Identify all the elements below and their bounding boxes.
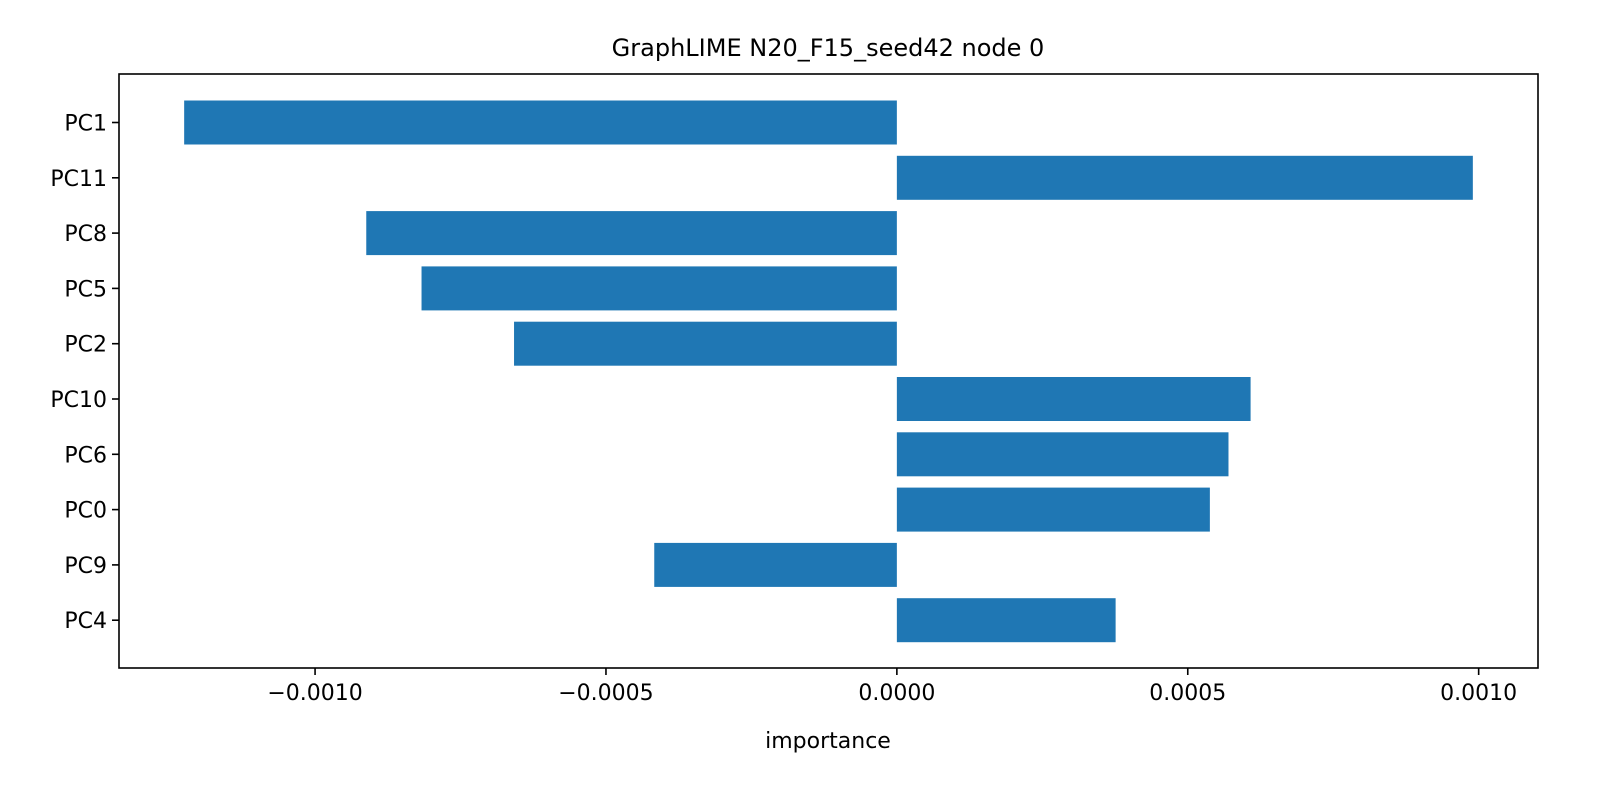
- bar-pc2: [514, 321, 897, 366]
- y-axis: PC1 PC11 PC8 PC5 PC2 PC10 PC6 PC0 PC9 PC4: [50, 112, 119, 634]
- y-tick-label: PC4: [64, 609, 107, 634]
- bar-pc6: [896, 432, 1229, 477]
- y-tick-label: PC9: [64, 554, 107, 579]
- bar-pc9: [654, 542, 897, 587]
- bar-pc11: [896, 155, 1473, 200]
- x-tick-label: 0.0005: [1149, 681, 1226, 706]
- x-axis-label: importance: [765, 729, 891, 754]
- x-tick-label: −0.0010: [267, 681, 362, 706]
- y-tick-label: PC8: [64, 222, 107, 247]
- bar-pc10: [896, 377, 1251, 421]
- y-tick-label: PC2: [64, 333, 107, 358]
- bar-pc0: [896, 487, 1210, 532]
- x-tick-label: −0.0005: [558, 681, 653, 706]
- y-tick-label: PC1: [64, 112, 107, 137]
- plot-frame: [118, 73, 1539, 669]
- bar-pc5: [421, 266, 897, 311]
- x-tick-label: 0.0000: [858, 681, 935, 706]
- y-tick-label: PC5: [64, 277, 107, 302]
- y-tick-label: PC10: [50, 388, 107, 413]
- y-tick-label: PC11: [50, 167, 107, 192]
- x-tick-label: 0.0010: [1440, 681, 1517, 706]
- bars-layer: [184, 100, 1473, 643]
- chart-title: GraphLIME N20_F15_seed42 node 0: [612, 34, 1045, 62]
- bar-pc4: [896, 598, 1116, 643]
- y-tick-label: PC0: [64, 499, 107, 524]
- y-tick-label: PC6: [64, 443, 107, 468]
- bar-pc8: [366, 211, 897, 256]
- bar-pc1: [184, 100, 897, 145]
- x-axis: −0.0010 −0.0005 0.0000 0.0005 0.0010: [267, 668, 1517, 706]
